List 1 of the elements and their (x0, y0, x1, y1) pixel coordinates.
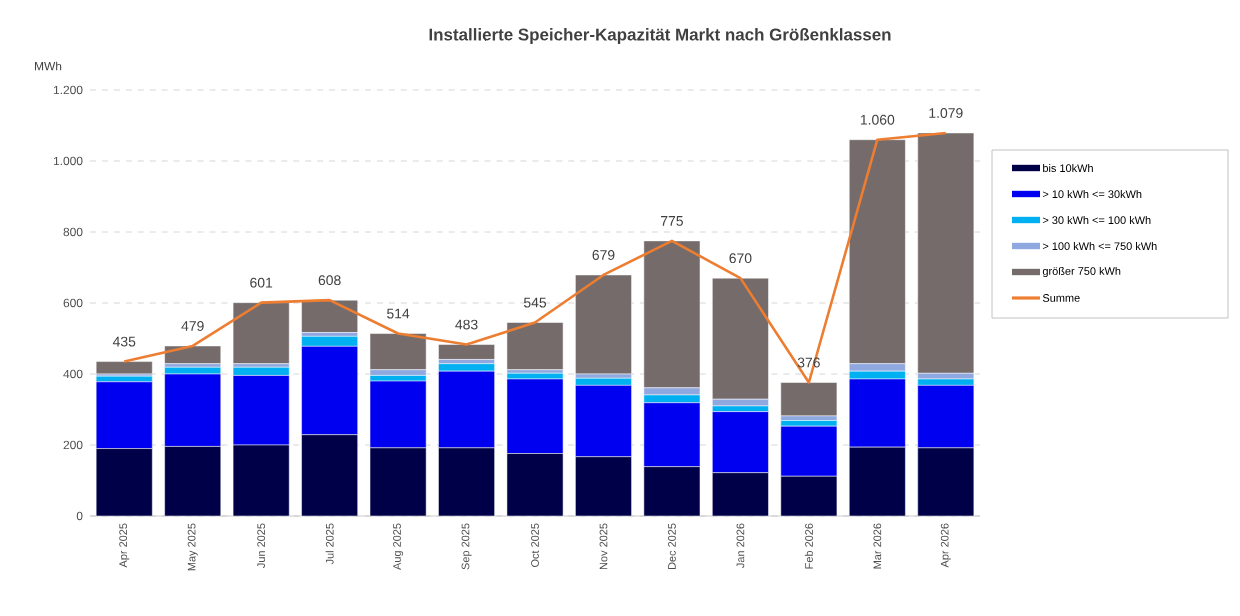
chart-title: Installierte Speicher-Kapazität Markt nach Größenklassen (429, 28, 891, 44)
